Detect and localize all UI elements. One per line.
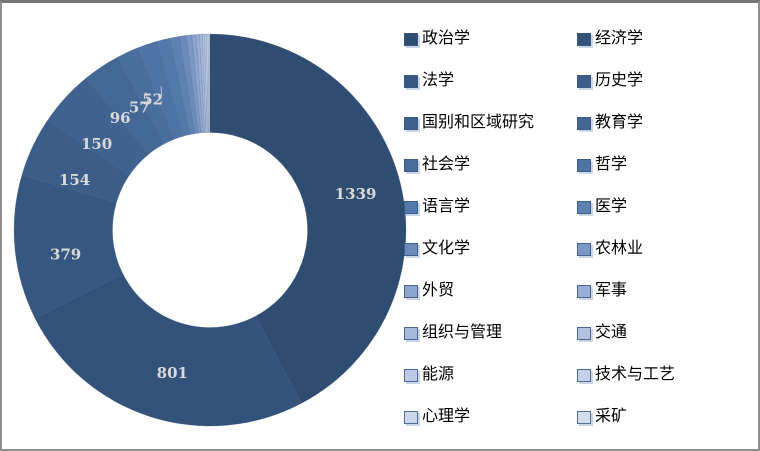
legend-label: 外贸 [422,282,455,299]
legend-label: 哲学 [595,156,628,173]
legend-label: 采矿 [595,408,628,425]
legend-item-17[interactable]: 能源 [404,363,577,385]
legend-swatch-icon [577,32,591,46]
legend-item-1[interactable]: 政治学 [404,27,577,49]
legend-swatch-icon [577,242,591,256]
legend-swatch-icon [404,410,418,424]
legend-swatch-icon [577,410,591,424]
legend-label: 社会学 [422,156,471,173]
legend-item-13[interactable]: 外贸 [404,279,577,301]
legend-swatch-icon [404,158,418,172]
donut-slice-20[interactable] [208,33,211,133]
legend-item-20[interactable]: 采矿 [577,405,746,427]
data-label-2: 801 [157,364,188,382]
label-leader-line [160,86,163,96]
legend-item-2[interactable]: 经济学 [577,27,746,49]
legend-swatch-icon [404,74,418,88]
legend-swatch-icon [404,32,418,46]
data-label-4: 154 [59,171,90,189]
legend-label: 经济学 [595,30,644,47]
legend-item-15[interactable]: 组织与管理 [404,321,577,343]
legend-swatch-icon [404,368,418,382]
legend-label: 交通 [595,324,628,341]
legend-label: 军事 [595,282,628,299]
legend-item-4[interactable]: 历史学 [577,69,746,91]
legend-item-6[interactable]: 教育学 [577,111,746,133]
donut-slice-3[interactable] [13,174,124,319]
legend-swatch-icon [577,158,591,172]
donut-slice-2[interactable] [34,273,302,427]
legend-swatch-icon [577,74,591,88]
label-leader-line [145,92,149,104]
legend-label: 医学 [595,198,628,215]
donut-slice-1[interactable] [209,33,407,404]
legend-label: 国别和区域研究 [422,114,535,131]
legend-swatch-icon [577,200,591,214]
legend-swatch-icon [404,242,418,256]
legend-label: 历史学 [595,72,644,89]
legend-swatch-icon [577,116,591,130]
legend-label: 农林业 [595,240,644,257]
legend-item-14[interactable]: 军事 [577,279,746,301]
legend-swatch-icon [577,284,591,298]
legend-swatch-icon [404,200,418,214]
legend-swatch-icon [577,326,591,340]
legend-item-12[interactable]: 农林业 [577,237,746,259]
legend-label: 语言学 [422,198,471,215]
legend-item-5[interactable]: 国别和区域研究 [404,111,577,133]
data-label-5: 150 [81,135,112,153]
legend-label: 政治学 [422,30,471,47]
legend-item-18[interactable]: 技术与工艺 [577,363,746,385]
legend-item-7[interactable]: 社会学 [404,153,577,175]
legend-label: 能源 [422,366,455,383]
legend: 政治学 经济学法学 历史学国别和区域研究 教育学社会学 哲学语言学 医学文化学 农林业外贸 军… [404,27,746,447]
legend-label: 教育学 [595,114,644,131]
legend-swatch-icon [404,116,418,130]
legend-swatch-icon [577,368,591,382]
legend-item-11[interactable]: 文化学 [404,237,577,259]
legend-swatch-icon [404,284,418,298]
data-label-3: 379 [50,246,81,264]
data-label-1: 1339 [335,185,377,203]
legend-item-19[interactable]: 心理学 [404,405,577,427]
data-label-6: 96 [110,109,131,127]
data-label-7: 57 [129,98,150,116]
legend-swatch-icon [404,326,418,340]
legend-label: 法学 [422,72,455,89]
data-label-8: 52 [142,91,163,109]
legend-label: 技术与工艺 [595,366,676,383]
legend-label: 组织与管理 [422,324,503,341]
legend-item-10[interactable]: 医学 [577,195,746,217]
legend-item-3[interactable]: 法学 [404,69,577,91]
legend-item-16[interactable]: 交通 [577,321,746,343]
legend-label: 文化学 [422,240,471,257]
legend-label: 心理学 [422,408,471,425]
legend-item-9[interactable]: 语言学 [404,195,577,217]
legend-item-8[interactable]: 哲学 [577,153,746,175]
